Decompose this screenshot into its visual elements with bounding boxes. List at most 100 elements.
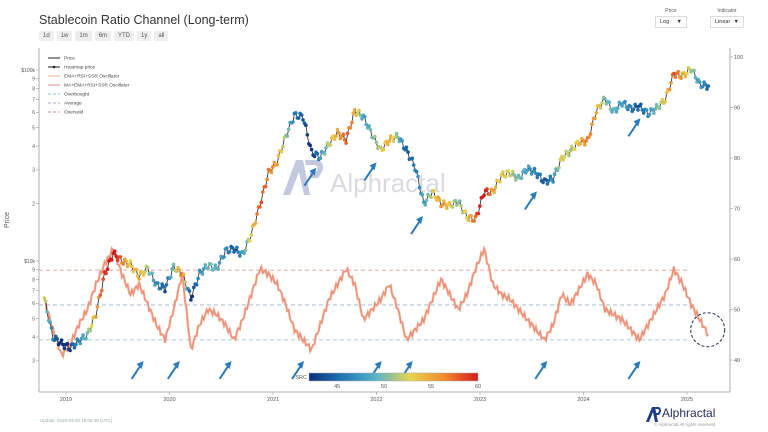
heatmap-price-point xyxy=(170,267,174,271)
heatmap-price-point xyxy=(124,259,128,263)
chevron-down-icon: ▼ xyxy=(676,19,682,25)
heatmap-price-point xyxy=(476,211,481,216)
x-tick-label: 2025 xyxy=(681,397,693,403)
heatmap-price-point xyxy=(171,262,176,267)
heatmap-price-point xyxy=(703,82,708,87)
heatmap-price-point xyxy=(304,123,308,128)
watermark-logo-icon xyxy=(283,160,323,195)
heatmap-price-point xyxy=(659,100,663,105)
heatmap-price-point xyxy=(572,147,577,152)
heatmap-price-point xyxy=(181,272,186,277)
heatmap-price-point xyxy=(194,282,199,287)
heatmap-price-point xyxy=(48,320,52,325)
heatmap-price-point xyxy=(150,271,154,276)
heatmap-price-point xyxy=(94,315,98,319)
heatmap-price-point xyxy=(584,139,588,143)
right-tick-label: 90 xyxy=(734,106,740,112)
heatmap-price-point xyxy=(227,249,232,254)
heatmap-price-point xyxy=(72,345,77,350)
range-ytd[interactable]: YTD xyxy=(114,31,135,41)
heatmap-price-point xyxy=(545,182,550,186)
heatmap-price-point xyxy=(503,175,508,179)
arrow-head-icon xyxy=(369,162,377,171)
heatmap-price-point xyxy=(230,246,235,250)
heatmap-price-point xyxy=(275,163,279,167)
left-tick-label: 7 xyxy=(32,97,35,103)
heatmap-price-point xyxy=(424,198,429,203)
heatmap-price-point xyxy=(390,136,394,141)
heatmap-price-point xyxy=(202,266,206,271)
heatmap-price-point xyxy=(683,74,688,79)
heatmap-price-point xyxy=(482,193,486,197)
heatmap-price-point xyxy=(600,101,604,105)
heatmap-price-point xyxy=(562,155,567,159)
heatmap-price-point xyxy=(705,87,709,91)
legend-entry: Heatmap price xyxy=(64,65,96,71)
heatmap-price-point xyxy=(134,267,139,272)
heatmap-price-point xyxy=(450,205,455,209)
heatmap-price-point xyxy=(213,263,218,268)
heatmap-price-point xyxy=(607,100,611,104)
range-1d[interactable]: 1d xyxy=(39,31,54,41)
right-tick-label: 80 xyxy=(734,156,740,162)
heatmap-price-point xyxy=(161,285,166,289)
heatmap-price-point xyxy=(626,107,630,112)
heatmap-price-point xyxy=(217,260,222,265)
heatmap-price-point xyxy=(594,111,599,115)
heatmap-price-point xyxy=(493,185,498,190)
heatmap-price-point xyxy=(360,117,364,121)
left-tick-label: 3 xyxy=(32,359,35,365)
heatmap-price-point xyxy=(238,254,242,258)
price-scale-select[interactable]: Price Log ▼ xyxy=(655,8,687,28)
left-tick-label: 9 xyxy=(32,268,35,274)
heatmap-price-point xyxy=(368,128,373,132)
colorbar-tick-label: 45 xyxy=(334,384,340,390)
heatmap-price-point xyxy=(706,84,711,88)
heatmap-price-point xyxy=(101,277,105,282)
heatmap-price-point xyxy=(532,166,537,171)
heatmap-price-point xyxy=(443,202,448,207)
heatmap-price-point xyxy=(634,104,639,109)
heatmap-price-point xyxy=(78,341,82,346)
heatmap-price-point xyxy=(437,197,442,202)
heatmap-price-point xyxy=(459,204,463,208)
heatmap-price-point xyxy=(534,171,538,176)
heatmap-price-point xyxy=(294,111,298,115)
heatmap-price-point xyxy=(657,106,662,111)
heatmap-price-point xyxy=(183,280,187,284)
heatmap-price-point xyxy=(578,141,583,146)
heatmap-price-point xyxy=(276,153,281,158)
range-selector: 1d 1w 1m 6m YTD 1y all xyxy=(39,31,169,41)
arrow-head-icon xyxy=(309,167,317,176)
heatmap-price-point xyxy=(100,288,104,293)
heatmap-price-point xyxy=(141,273,146,277)
range-6m[interactable]: 6m xyxy=(94,31,112,41)
heatmap-price-point xyxy=(378,145,383,149)
range-1w[interactable]: 1w xyxy=(56,31,73,41)
heatmap-price-point xyxy=(160,282,164,286)
heatmap-price-point xyxy=(429,195,433,199)
heatmap-price-point xyxy=(110,258,114,262)
heatmap-price-point xyxy=(285,134,290,138)
heatmap-price-point xyxy=(49,326,54,330)
range-1y[interactable]: 1y xyxy=(137,31,152,41)
chevron-down-icon: ▼ xyxy=(733,19,739,25)
heatmap-price-point xyxy=(322,152,327,156)
heatmap-price-point xyxy=(269,170,274,175)
price-scale-label: Price xyxy=(665,8,677,14)
heatmap-price-point xyxy=(498,179,502,184)
heatmap-price-point xyxy=(281,144,285,149)
colorbar xyxy=(308,372,479,382)
range-1m[interactable]: 1m xyxy=(75,31,92,41)
arrow-head-icon xyxy=(633,360,641,369)
heatmap-price-point xyxy=(432,189,436,193)
range-all[interactable]: all xyxy=(154,31,169,41)
watermark: Alphractal xyxy=(330,168,446,198)
heatmap-price-point xyxy=(391,139,396,144)
indicator-scale-select[interactable]: Indicator Linear ▼ xyxy=(710,8,744,28)
heatmap-price-point xyxy=(128,259,133,263)
heatmap-price-point xyxy=(685,71,689,76)
heatmap-price-point xyxy=(89,324,94,328)
heatmap-price-point xyxy=(608,107,613,112)
heatmap-price-point xyxy=(279,149,284,154)
